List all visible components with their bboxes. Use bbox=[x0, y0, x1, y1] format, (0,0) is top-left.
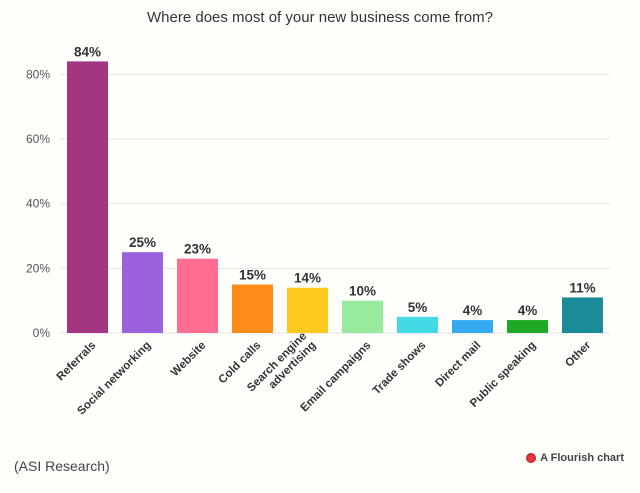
flourish-logo-icon bbox=[526, 453, 537, 463]
data-label: 84% bbox=[74, 44, 101, 59]
bar bbox=[342, 300, 383, 333]
y-tick-label: 40% bbox=[26, 197, 50, 211]
x-tick-label-group: Trade shows bbox=[371, 339, 429, 397]
flourish-credit-label: A Flourish chart bbox=[540, 452, 624, 464]
y-tick-label: 20% bbox=[26, 261, 50, 275]
flourish-credit[interactable]: A Flourish chart bbox=[526, 452, 624, 464]
data-label: 4% bbox=[518, 303, 538, 318]
x-tick-label-group: Direct mail bbox=[433, 339, 483, 389]
x-tick-label: Trade shows bbox=[371, 339, 429, 397]
data-label: 10% bbox=[349, 284, 376, 299]
bar bbox=[452, 320, 493, 333]
x-tick-label: Direct mail bbox=[433, 339, 483, 389]
bar bbox=[232, 284, 273, 333]
data-label: 5% bbox=[408, 300, 428, 315]
y-tick-label: 80% bbox=[26, 67, 50, 81]
bar bbox=[507, 320, 548, 333]
data-label: 25% bbox=[129, 235, 156, 250]
x-tick-label: Other bbox=[563, 339, 594, 370]
bar bbox=[122, 252, 163, 333]
source-note: (ASI Research) bbox=[14, 458, 110, 474]
x-tick-label: Referrals bbox=[55, 339, 99, 383]
data-label: 15% bbox=[239, 268, 266, 283]
data-label: 14% bbox=[294, 271, 321, 286]
bar bbox=[562, 297, 603, 333]
bar bbox=[287, 287, 328, 333]
bar bbox=[397, 316, 438, 333]
bar bbox=[177, 258, 218, 333]
x-tick-label-group: Referrals bbox=[55, 339, 99, 383]
y-tick-label: 60% bbox=[26, 132, 50, 146]
x-tick-label-group: Website bbox=[169, 339, 209, 379]
data-label: 4% bbox=[463, 303, 483, 318]
x-tick-label-group: Other bbox=[563, 339, 594, 370]
chart-title: Where does most of your new business com… bbox=[147, 9, 493, 26]
data-label: 23% bbox=[184, 242, 211, 257]
x-tick-label: Website bbox=[169, 339, 209, 379]
bar bbox=[67, 61, 108, 334]
y-tick-label: 0% bbox=[33, 326, 51, 340]
data-label: 11% bbox=[569, 280, 595, 295]
